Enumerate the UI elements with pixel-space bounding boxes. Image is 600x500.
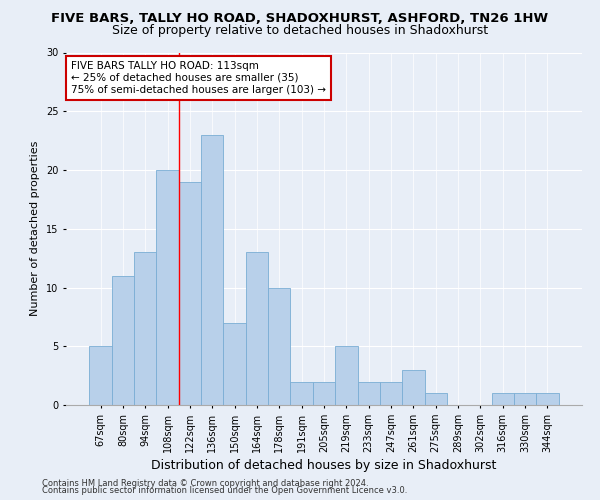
Text: Contains HM Land Registry data © Crown copyright and database right 2024.: Contains HM Land Registry data © Crown c…	[42, 478, 368, 488]
Text: Size of property relative to detached houses in Shadoxhurst: Size of property relative to detached ho…	[112, 24, 488, 37]
X-axis label: Distribution of detached houses by size in Shadoxhurst: Distribution of detached houses by size …	[151, 459, 497, 472]
Text: FIVE BARS TALLY HO ROAD: 113sqm
← 25% of detached houses are smaller (35)
75% of: FIVE BARS TALLY HO ROAD: 113sqm ← 25% of…	[71, 62, 326, 94]
Bar	[179, 182, 201, 405]
Text: FIVE BARS, TALLY HO ROAD, SHADOXHURST, ASHFORD, TN26 1HW: FIVE BARS, TALLY HO ROAD, SHADOXHURST, A…	[52, 12, 548, 26]
Bar	[223, 323, 246, 405]
Y-axis label: Number of detached properties: Number of detached properties	[31, 141, 40, 316]
Bar	[402, 370, 425, 405]
Bar	[491, 394, 514, 405]
Bar	[157, 170, 179, 405]
Bar	[290, 382, 313, 405]
Bar	[358, 382, 380, 405]
Bar	[112, 276, 134, 405]
Bar	[89, 346, 112, 405]
Bar	[201, 134, 223, 405]
Text: Contains public sector information licensed under the Open Government Licence v3: Contains public sector information licen…	[42, 486, 407, 495]
Bar	[268, 288, 290, 405]
Bar	[134, 252, 157, 405]
Bar	[425, 394, 447, 405]
Bar	[514, 394, 536, 405]
Bar	[335, 346, 358, 405]
Bar	[313, 382, 335, 405]
Bar	[246, 252, 268, 405]
Bar	[380, 382, 402, 405]
Bar	[536, 394, 559, 405]
